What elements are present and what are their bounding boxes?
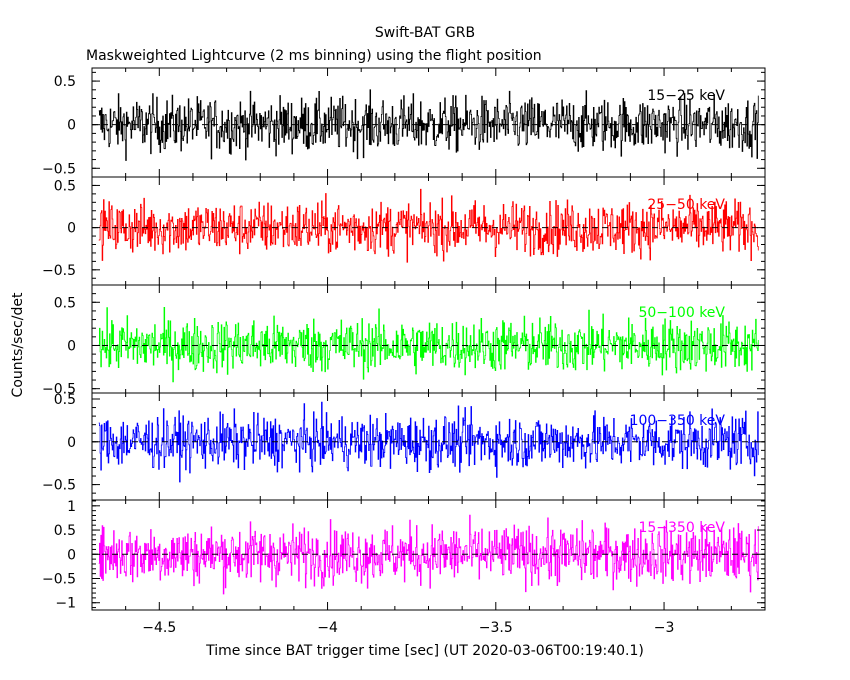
y-tick-label-2-1: 0 xyxy=(67,338,76,354)
y-tick-label-3-2: −0.5 xyxy=(42,478,76,494)
band-label-4: 15−350 keV xyxy=(638,520,725,536)
panel-group: 0.5 0 −0.5 15−25 keV 0.5 0 −0.5 25−50 keV 0.5 0 −0… xyxy=(42,67,766,612)
panel-2: 0.5 0 −0.5 50−100 keV xyxy=(42,284,766,398)
y-tick-label-3-1: 0 xyxy=(67,435,76,451)
series-line-0 xyxy=(98,89,759,161)
chart-title: Swift-BAT GRB xyxy=(375,25,475,41)
panel-0: 0.5 0 −0.5 15−25 keV xyxy=(42,67,766,178)
x-axis: −4.5 −4 −3.5 −3 xyxy=(142,620,674,636)
x-axis-label: Time since BAT trigger time [sec] (UT 20… xyxy=(205,643,644,659)
chart-subtitle: Maskweighted Lightcurve (2 ms binning) u… xyxy=(86,48,542,64)
y-tick-label-2-0: 0.5 xyxy=(54,295,76,311)
y-tick-label-4-0: 1 xyxy=(67,499,76,515)
series-line-3 xyxy=(98,401,759,483)
panel-3: 0.5 0 −0.5 100−350 keV xyxy=(42,392,766,501)
x-tick-label-1: −4 xyxy=(317,620,338,636)
y-tick-label-0-2: −0.5 xyxy=(42,161,76,177)
band-label-3: 100−350 keV xyxy=(630,413,726,429)
panel-1: 0.5 0 −0.5 25−50 keV xyxy=(42,176,766,286)
y-tick-label-4-3: −0.5 xyxy=(42,572,76,588)
series-line-4 xyxy=(98,514,759,595)
y-tick-label-0-0: 0.5 xyxy=(54,74,76,90)
band-label-2: 50−100 keV xyxy=(638,305,725,321)
y-tick-label-1-1: 0 xyxy=(67,221,76,237)
y-tick-label-2-2: −0.5 xyxy=(42,382,76,398)
y-axis-label: Counts/sec/det xyxy=(10,292,26,397)
series-line-2 xyxy=(98,307,759,383)
band-label-1: 25−50 keV xyxy=(647,197,725,213)
y-tick-label-4-2: 0 xyxy=(67,547,76,563)
y-tick-label-4-1: 0.5 xyxy=(54,523,76,539)
y-tick-label-0-1: 0 xyxy=(67,118,76,134)
y-tick-label-1-2: −0.5 xyxy=(42,263,76,279)
y-tick-label-3-0: 0.5 xyxy=(54,392,76,408)
y-tick-label-1-0: 0.5 xyxy=(54,178,76,194)
band-label-0: 15−25 keV xyxy=(647,88,725,104)
x-tick-label-3: −3 xyxy=(654,620,675,636)
series-line-1 xyxy=(98,188,759,263)
y-tick-label-4-4: −1 xyxy=(55,596,76,612)
x-tick-label-2: −3.5 xyxy=(479,620,513,636)
x-tick-label-0: −4.5 xyxy=(142,620,176,636)
panel-4: 1 0.5 0 −0.5 −1 15−350 keV xyxy=(42,499,766,612)
